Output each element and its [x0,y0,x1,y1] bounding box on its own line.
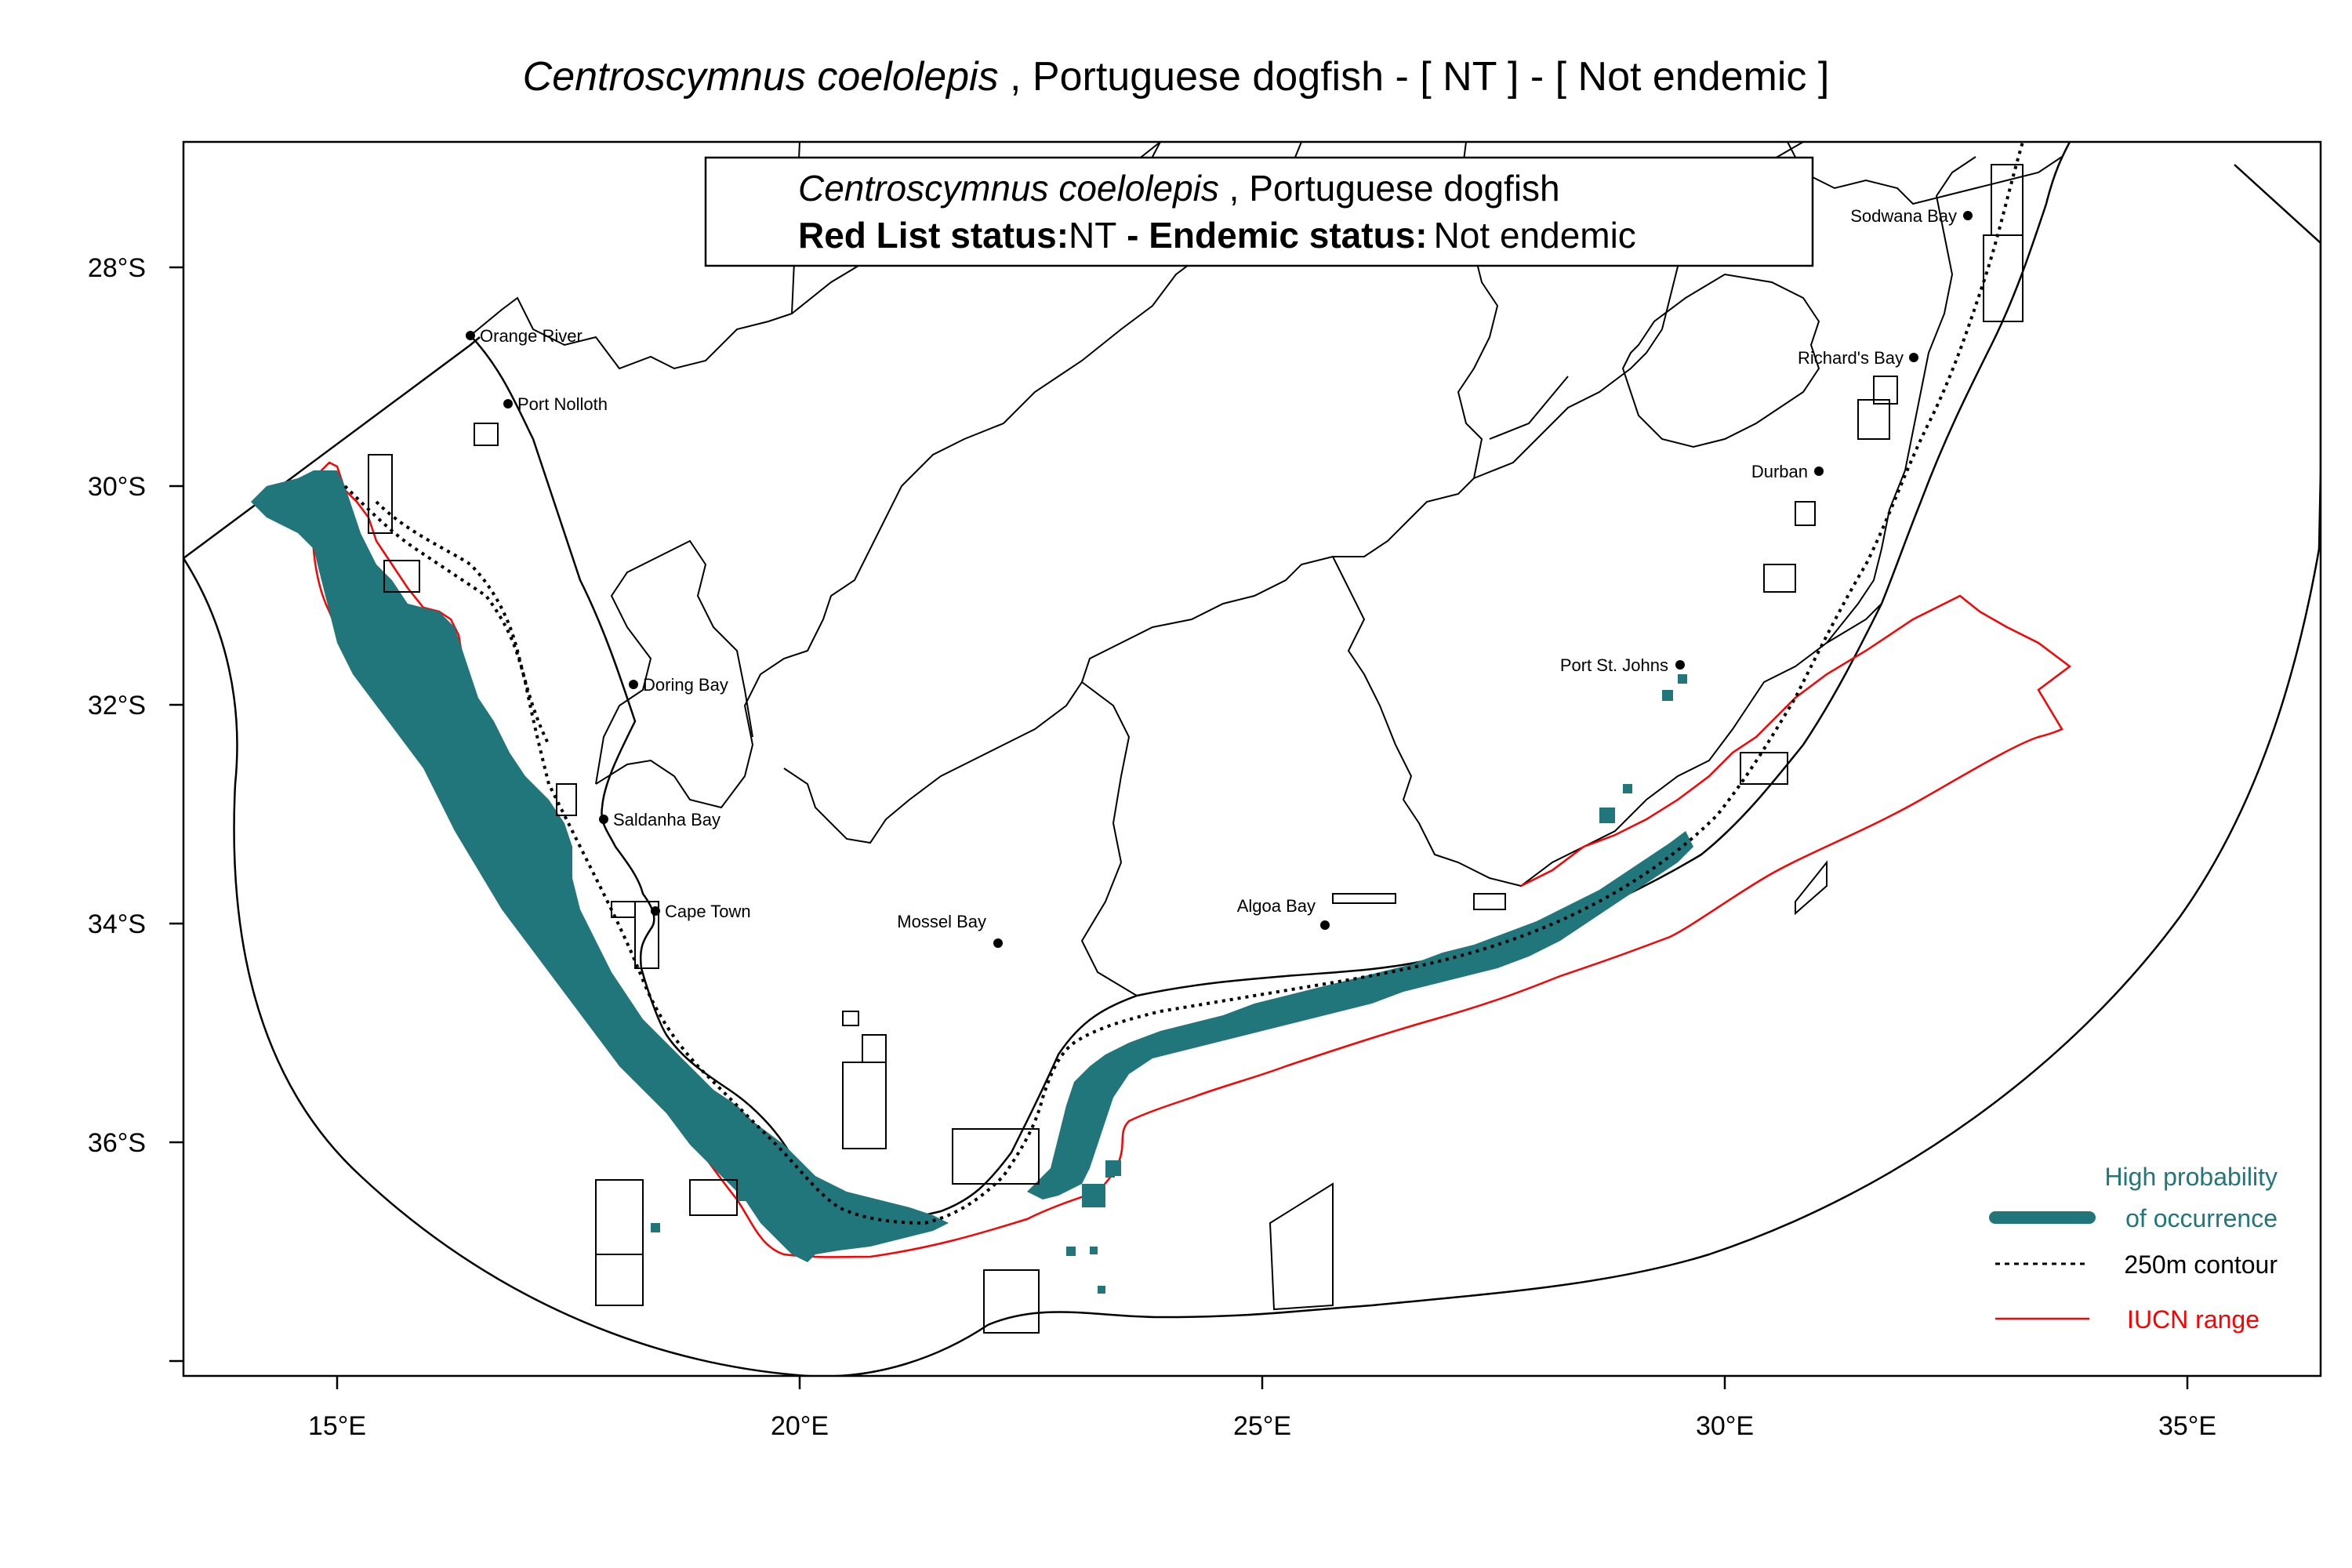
x-tick-30e: 30°E [1696,1411,1754,1441]
y-tick-30s: 30°S [88,472,146,502]
svg-text:Orange River: Orange River [480,326,583,346]
contour-250m [343,142,2024,1225]
x-tick-labels: 15°E 20°E 25°E 30°E 35°E [308,1411,2216,1441]
svg-text:Richard's Bay: Richard's Bay [1798,348,1904,368]
info-species: Centroscymnus coelolepis [798,168,1219,209]
provincial-boundaries [470,142,2063,996]
title-rest: , Portuguese dogfish - [ NT ] - [ Not en… [999,54,1830,100]
legend-high-prob-line2: of occurrence [2125,1204,2278,1232]
y-tick-labels: 28°S 30°S 32°S 34°S 36°S [88,253,146,1158]
place-durban: Durban [1751,462,1824,481]
svg-text:Cape Town: Cape Town [665,902,751,921]
place-mossel-bay: Mossel Bay [897,912,1003,948]
place-algoa-bay: Algoa Bay [1237,896,1330,930]
plot-frame [182,140,2322,1377]
info-common: , Portuguese dogfish [1219,168,1560,209]
info-box-line2: Red List status:NT - Endemic status: Not … [798,215,1636,256]
legend-high-prob-line1: High probability [2104,1163,2278,1191]
map-title: Centroscymnus coelolepis , Portuguese do… [523,54,1830,100]
place-orange-river: Orange River [466,326,583,346]
x-axis [336,1376,2189,1389]
info-box-line1: Centroscymnus coelolepis , Portuguese do… [798,168,1560,209]
place-port-st-johns: Port St. Johns [1560,655,1685,675]
svg-text:Sodwana Bay: Sodwana Bay [1850,206,1957,226]
x-tick-20e: 20°E [771,1411,829,1441]
occurrence-cells [251,470,1693,1294]
iucn-range-outline [310,461,2072,1258]
place-doring-bay: Doring Bay [629,675,728,695]
y-tick-34s: 34°S [88,909,146,939]
endemic-label: - Endemic status: [1116,215,1427,256]
status-label: Red List status: [798,215,1069,256]
place-cape-town: Cape Town [651,902,751,921]
x-tick-35e: 35°E [2158,1411,2216,1441]
place-sodwana-bay: Sodwana Bay [1850,206,1973,226]
legend-contour-label: 250m contour [2124,1250,2278,1279]
info-box: Centroscymnus coelolepis , Portuguese do… [704,156,1814,267]
svg-text:Doring Bay: Doring Bay [643,675,728,695]
legend-iucn-label: IUCN range [2127,1305,2259,1334]
svg-text:Durban: Durban [1751,462,1808,481]
map-layers: Orange River Port Nolloth Doring Bay Sal… [183,142,2321,1376]
endemic-value: Not endemic [1434,215,1636,256]
contour-250m-inner [375,500,550,746]
place-port-nolloth: Port Nolloth [503,394,608,414]
svg-text:Port St. Johns: Port St. Johns [1560,655,1668,675]
place-saldanha-bay: Saldanha Bay [599,810,720,829]
y-tick-36s: 36°S [88,1128,146,1158]
svg-text:Algoa Bay: Algoa Bay [1237,896,1316,916]
mpa-boxes [368,164,2024,1334]
x-tick-15e: 15°E [308,1411,366,1441]
title-species: Centroscymnus coelolepis [523,54,999,100]
place-richards-bay: Richard's Bay [1798,348,1918,368]
place-markers: Orange River Port Nolloth Doring Bay Sal… [466,206,1973,948]
y-axis [169,266,183,1363]
coastline [470,142,2071,1220]
x-tick-25e: 25°E [1233,1411,1291,1441]
svg-text:Saldanha Bay: Saldanha Bay [613,810,720,829]
y-tick-32s: 32°S [88,691,146,720]
svg-text:Port Nolloth: Port Nolloth [517,394,608,414]
svg-text:Mossel Bay: Mossel Bay [897,912,986,931]
y-tick-28s: 28°S [88,253,146,283]
legend: High probability of occurrence 250m cont… [1989,1163,2278,1334]
status-value: NT [1069,215,1116,256]
